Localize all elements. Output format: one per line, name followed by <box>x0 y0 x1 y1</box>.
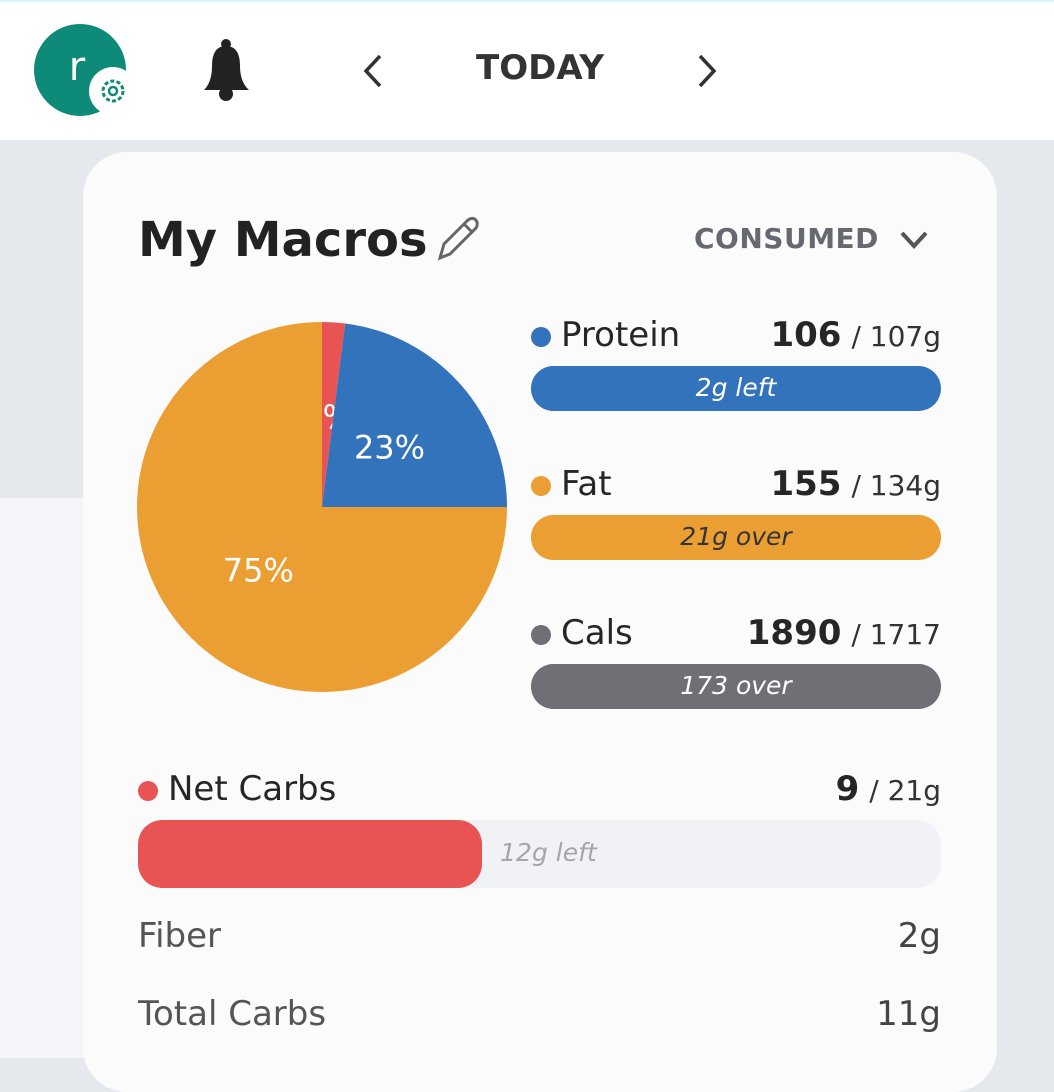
macro-amount: 1890 / 1717 <box>747 613 941 653</box>
consumed: 155 <box>770 464 842 504</box>
legend-dot <box>531 625 551 645</box>
progress-fill <box>138 820 483 888</box>
progress-track: 12g left <box>138 820 941 888</box>
legend-dot <box>531 327 551 347</box>
avatar[interactable]: r <box>34 24 137 116</box>
slice-label: 75% <box>223 552 294 590</box>
target: / 134g <box>851 469 941 502</box>
progress-fill <box>531 515 941 560</box>
detail-value: 11g <box>876 994 941 1034</box>
icons: r 2%23%75% <box>34 24 928 692</box>
progress-fill <box>531 664 941 709</box>
next-day[interactable] <box>698 54 717 88</box>
side-panel <box>0 498 90 1058</box>
status: 12g left <box>500 838 597 867</box>
status: 173 over <box>680 670 792 700</box>
progress-track: 21g over <box>531 515 941 560</box>
detail-label: Fiber <box>138 916 222 956</box>
macro-amount: 9 / 21g <box>836 769 941 809</box>
progress-fill <box>531 366 938 411</box>
prev-day[interactable] <box>363 54 382 88</box>
status: 2g left <box>695 372 777 402</box>
detail-value: 2g <box>897 916 941 956</box>
pie-slice <box>322 322 346 507</box>
avatar-letter: r <box>69 44 86 90</box>
card-title: My Macros <box>138 212 428 268</box>
macro-name: Net Carbs <box>168 769 337 809</box>
macro-name: Fat <box>561 464 612 504</box>
consumed: 9 <box>835 769 860 809</box>
bell-icon[interactable] <box>204 39 249 101</box>
target: / 107g <box>851 320 941 353</box>
legend-dot <box>531 476 551 496</box>
date-label[interactable]: TODAY <box>476 48 604 88</box>
dropdown-chevron[interactable] <box>900 231 928 249</box>
status: 21g over <box>680 521 792 551</box>
slice-label: 23% <box>354 428 425 466</box>
consumed: 106 <box>770 315 842 355</box>
macro-pie: 2%23%75% <box>137 322 507 692</box>
macro-amount: 155 / 134g <box>770 464 941 504</box>
detail-label: Total Carbs <box>138 994 327 1034</box>
legend-dot <box>138 781 158 801</box>
pie-slice <box>322 323 507 507</box>
progress-track: 173 over <box>531 664 941 709</box>
macro-amount: 106 / 107g <box>770 315 941 355</box>
view-mode[interactable]: CONSUMED <box>694 222 879 255</box>
macro-name: Cals <box>561 613 633 653</box>
progress-track: 2g left <box>531 366 941 411</box>
consumed: 1890 <box>746 613 842 653</box>
edit-icon[interactable] <box>437 216 479 261</box>
target: / 21g <box>869 774 941 807</box>
top-bar <box>0 0 1054 140</box>
macro-name: Protein <box>561 315 681 355</box>
pie-slice <box>137 322 507 692</box>
target: / 1717 <box>851 618 941 651</box>
